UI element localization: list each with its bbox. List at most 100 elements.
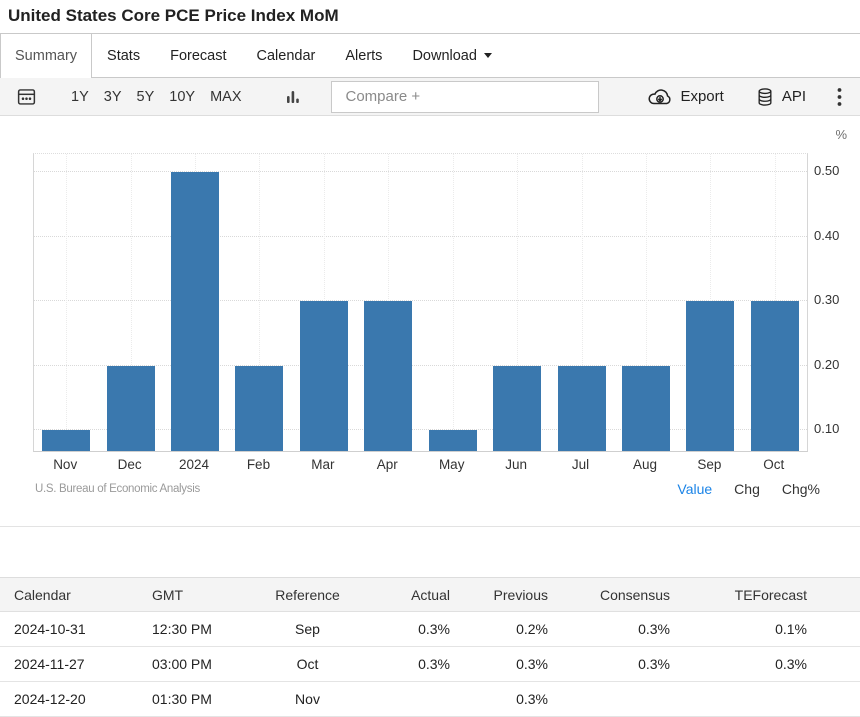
api-button[interactable]: API <box>755 86 806 108</box>
spacer <box>0 527 860 577</box>
gridline-vertical <box>259 154 261 451</box>
calendar-table: Calendar GMT Reference Actual Previous C… <box>0 577 860 717</box>
compare-input[interactable] <box>331 80 600 113</box>
gridline <box>34 171 807 173</box>
cell-actual <box>355 681 450 717</box>
cell-consensus: 0.3% <box>548 611 670 647</box>
gridline-vertical <box>581 154 583 451</box>
col-header-calendar[interactable]: Calendar <box>0 577 140 612</box>
tab-download[interactable]: Download <box>397 34 507 77</box>
x-tick-label: Feb <box>246 457 271 472</box>
export-button[interactable]: Export <box>647 87 724 107</box>
range-10y[interactable]: 10Y <box>169 88 196 105</box>
cell-gmt: 01:30 PM <box>140 681 260 717</box>
cell-previous: 0.3% <box>450 681 548 717</box>
cell-actual: 0.3% <box>355 611 450 647</box>
x-tick-label: Nov <box>53 457 78 472</box>
calendar-icon[interactable] <box>16 86 37 107</box>
cell-reference: Oct <box>260 646 355 682</box>
mode-value[interactable]: Value <box>677 481 713 497</box>
y-tick-label: 0.50 <box>814 163 840 179</box>
chart-bar[interactable] <box>428 430 477 451</box>
col-header-previous[interactable]: Previous <box>450 577 548 612</box>
gridline-vertical <box>517 154 519 451</box>
chart-section: % 0.10 0.20 0.30 0.40 0.50 Nov Dec 2024 Feb Mar A… <box>0 116 860 527</box>
gridline <box>34 300 807 302</box>
cell-consensus: 0.3% <box>548 646 670 682</box>
chart-bar[interactable] <box>750 301 799 451</box>
tab-stats[interactable]: Stats <box>92 34 155 77</box>
chart-bar[interactable] <box>621 365 670 451</box>
cell-reference: Sep <box>260 611 355 647</box>
tab-alerts[interactable]: Alerts <box>330 34 397 77</box>
range-selector: 1Y 3Y 5Y 10Y MAX <box>71 89 241 105</box>
gridline <box>34 235 807 237</box>
range-max[interactable]: MAX <box>210 88 242 105</box>
cloud-download-icon <box>647 87 673 107</box>
y-tick-label: 0.40 <box>814 227 840 243</box>
column-chart-icon[interactable] <box>285 89 301 105</box>
api-label: API <box>781 88 806 105</box>
tab-alerts-label: Alerts <box>345 47 383 64</box>
cell-date: 2024-10-31 <box>0 611 140 647</box>
range-1y[interactable]: 1Y <box>71 88 89 105</box>
col-header-reference[interactable]: Reference <box>260 577 355 612</box>
cell-teforecast: 0.3% <box>670 646 860 682</box>
mode-chg[interactable]: Chg <box>734 481 760 497</box>
chart-bar[interactable] <box>106 365 155 451</box>
x-tick-label: 2024 <box>179 457 210 472</box>
chart-bar[interactable] <box>493 365 542 451</box>
chart-bar[interactable] <box>686 301 735 451</box>
gridline <box>34 364 807 366</box>
tab-forecast-label: Forecast <box>170 47 227 64</box>
kebab-menu-icon[interactable] <box>837 87 842 107</box>
table-row[interactable]: 2024-11-27 03:00 PM Oct 0.3% 0.3% 0.3% 0… <box>0 646 860 682</box>
table-row[interactable]: 2024-10-31 12:30 PM Sep 0.3% 0.2% 0.3% 0… <box>0 611 860 647</box>
x-tick-label: Apr <box>376 457 398 472</box>
tab-summary-label: Summary <box>15 48 78 64</box>
range-5y[interactable]: 5Y <box>136 88 155 105</box>
x-tick-label: Jun <box>505 457 527 472</box>
cell-gmt: 12:30 PM <box>140 611 260 647</box>
cell-consensus <box>548 681 670 717</box>
col-header-gmt[interactable]: GMT <box>140 577 260 612</box>
chart-bar[interactable] <box>299 301 348 451</box>
cell-date: 2024-12-20 <box>0 681 140 717</box>
x-tick-label: Jul <box>571 457 590 472</box>
x-tick-label: Dec <box>117 457 142 472</box>
tab-summary[interactable]: Summary <box>0 34 93 78</box>
chart-bar[interactable] <box>42 430 91 451</box>
mode-chg-pct[interactable]: Chg% <box>781 481 820 497</box>
x-tick-label: May <box>438 457 465 472</box>
x-tick-label: Oct <box>763 457 785 472</box>
col-header-actual[interactable]: Actual <box>355 577 450 612</box>
cell-teforecast <box>670 681 860 717</box>
tab-stats-label: Stats <box>107 47 141 64</box>
tab-calendar-label: Calendar <box>256 47 316 64</box>
gridline-vertical <box>645 154 647 451</box>
range-3y[interactable]: 3Y <box>103 88 122 105</box>
gridline-vertical <box>66 154 68 451</box>
chart-bar[interactable] <box>235 365 284 451</box>
caret-down-icon <box>483 53 492 58</box>
export-label: Export <box>680 88 724 105</box>
cell-gmt: 03:00 PM <box>140 646 260 682</box>
table-row[interactable]: 2024-12-20 01:30 PM Nov 0.3% <box>0 681 860 717</box>
col-header-teforecast[interactable]: TEForecast <box>670 577 860 612</box>
chart-mode-toggles: Value Chg Chg% <box>677 481 820 497</box>
cell-previous: 0.2% <box>450 611 548 647</box>
cell-date: 2024-11-27 <box>0 646 140 682</box>
tab-forecast[interactable]: Forecast <box>155 34 241 77</box>
chart-bar[interactable] <box>171 172 220 451</box>
chart-toolbar: 1Y 3Y 5Y 10Y MAX Export <box>0 78 860 116</box>
x-tick-label: Mar <box>311 457 335 472</box>
chart-bar[interactable] <box>364 301 413 451</box>
plot-area <box>33 153 808 452</box>
cell-teforecast: 0.1% <box>670 611 860 647</box>
x-tick-label: Aug <box>632 457 657 472</box>
tab-calendar[interactable]: Calendar <box>242 34 331 77</box>
y-tick-label: 0.20 <box>814 356 840 372</box>
col-header-consensus[interactable]: Consensus <box>548 577 670 612</box>
chart-bar[interactable] <box>557 365 606 451</box>
tab-download-label: Download <box>412 47 477 64</box>
